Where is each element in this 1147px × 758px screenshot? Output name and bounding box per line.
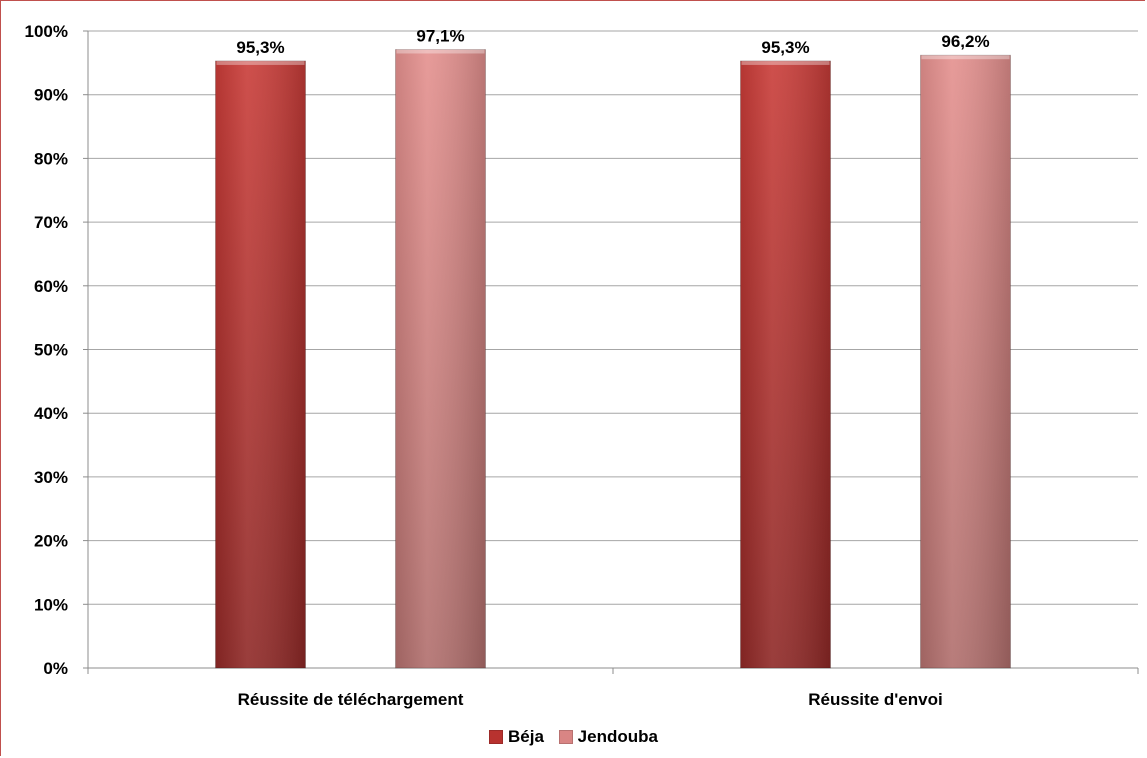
- data-label: 97,1%: [416, 26, 464, 45]
- y-tick-label: 50%: [34, 341, 68, 360]
- bars: [215, 49, 1011, 669]
- y-tick-label: 90%: [34, 86, 68, 105]
- bar-top-highlight: [396, 49, 485, 54]
- legend-label-beja: Béja: [508, 727, 544, 746]
- y-tick-label: 10%: [34, 595, 68, 614]
- data-labels: 95,3% 97,1% 95,3% 96,2%: [236, 26, 989, 56]
- legend-swatch-jendouba: [558, 730, 573, 744]
- y-tick-label: 80%: [34, 149, 68, 168]
- y-tick-label: 0%: [43, 659, 68, 678]
- bar-shading: [920, 55, 1011, 669]
- legend: Béja Jendouba: [0, 727, 1147, 749]
- y-axis-tick-labels: 0% 10% 20% 30% 40% 50% 60% 70% 80% 90% 100%: [25, 22, 68, 678]
- bar-top-highlight: [921, 55, 1010, 60]
- y-tick-label: 20%: [34, 532, 68, 551]
- legend-item-jendouba: Jendouba: [558, 727, 658, 747]
- legend-swatch-beja: [489, 730, 504, 744]
- y-tick-label: 30%: [34, 468, 68, 487]
- x-category-label: Réussite de téléchargement: [238, 690, 464, 709]
- data-label: 95,3%: [761, 38, 809, 57]
- data-label: 96,2%: [941, 32, 989, 51]
- x-category-label: Réussite d'envoi: [808, 690, 942, 709]
- bar-shading: [740, 60, 831, 668]
- legend-item-beja: Béja: [489, 727, 544, 747]
- bar-top-highlight: [216, 60, 305, 65]
- y-tick-label: 70%: [34, 213, 68, 232]
- bar-shading: [395, 49, 486, 668]
- bar-top-highlight: [741, 60, 830, 65]
- y-tick-label: 100%: [25, 22, 68, 41]
- legend-label-jendouba: Jendouba: [577, 727, 658, 746]
- x-axis-category-labels: Réussite de téléchargement Réussite d'env…: [238, 690, 943, 709]
- bar-shading: [215, 60, 306, 668]
- y-tick-label: 40%: [34, 404, 68, 423]
- data-label: 95,3%: [236, 38, 284, 57]
- y-tick-label: 60%: [34, 277, 68, 296]
